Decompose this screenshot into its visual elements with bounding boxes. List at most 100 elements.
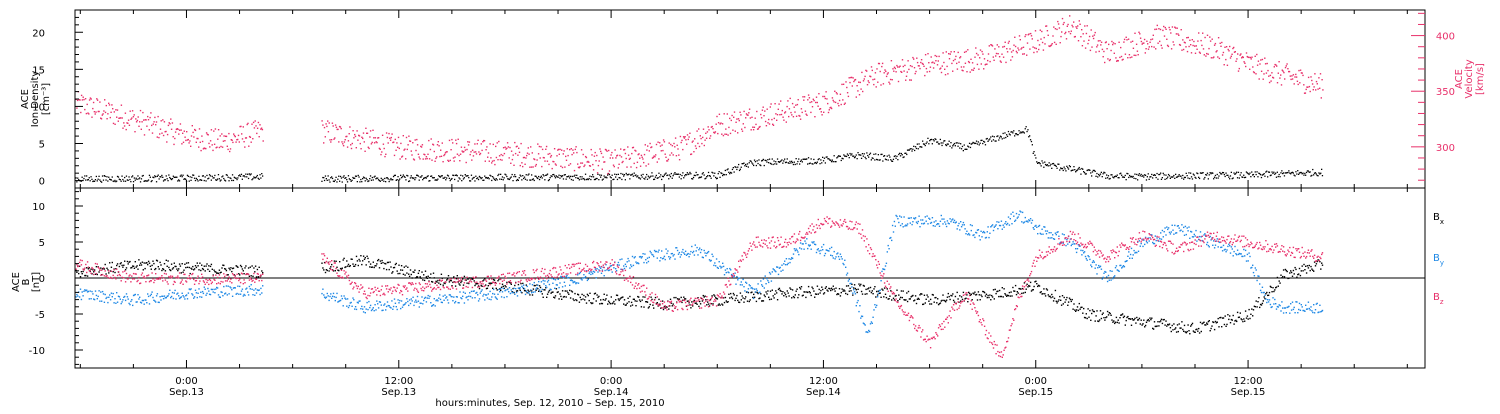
velocity-point: [444, 154, 445, 155]
bx-point: [1024, 282, 1025, 283]
velocity-point: [994, 48, 995, 49]
velocity-point: [600, 151, 601, 152]
velocity-point: [1306, 89, 1307, 90]
density-point: [1227, 175, 1228, 176]
velocity-point: [1089, 36, 1090, 37]
by-point: [699, 248, 700, 249]
bx-point: [765, 296, 766, 297]
bx-point: [1225, 326, 1226, 327]
bx-point: [1087, 308, 1088, 309]
velocity-point: [333, 125, 334, 126]
density-point: [365, 180, 366, 181]
velocity-point: [1187, 51, 1188, 52]
bx-point: [840, 295, 841, 296]
by-point: [86, 290, 87, 291]
velocity-point: [134, 131, 135, 132]
velocity-point: [754, 127, 755, 128]
density-point: [165, 179, 166, 180]
bx-point: [782, 291, 783, 292]
bx-point: [792, 289, 793, 290]
density-point: [128, 180, 129, 181]
velocity-point: [644, 154, 645, 155]
bx-point: [1064, 297, 1065, 298]
by-point: [430, 302, 431, 303]
by-point: [218, 294, 219, 295]
density-point: [865, 158, 866, 159]
density-point: [849, 153, 850, 154]
density-point: [343, 177, 344, 178]
velocity-point: [960, 56, 961, 57]
bx-point: [474, 280, 475, 281]
velocity-point: [941, 72, 942, 73]
velocity-point: [403, 135, 404, 136]
velocity-point: [1267, 70, 1268, 71]
velocity-point: [355, 136, 356, 137]
velocity-point: [223, 135, 224, 136]
density-point: [102, 175, 103, 176]
bx-point: [596, 294, 597, 295]
bx-point: [979, 294, 980, 295]
velocity-point: [454, 160, 455, 161]
density-point: [574, 175, 575, 176]
velocity-point: [91, 117, 92, 118]
bx-point: [1021, 293, 1022, 294]
density-point: [937, 141, 938, 142]
bx-point: [636, 301, 637, 302]
density-point: [407, 175, 408, 176]
velocity-point: [402, 156, 403, 157]
velocity-point: [364, 141, 365, 142]
velocity-point: [685, 139, 686, 140]
density-point: [1279, 174, 1280, 175]
by-point: [635, 261, 636, 262]
by-point: [423, 300, 424, 301]
by-point: [735, 284, 736, 285]
density-point: [654, 179, 655, 180]
density-point: [1301, 172, 1302, 173]
velocity-point: [255, 120, 256, 121]
velocity-point: [947, 73, 948, 74]
density-point: [214, 175, 215, 176]
velocity-point: [1208, 54, 1209, 55]
velocity-point: [902, 59, 903, 60]
velocity-point: [1287, 68, 1288, 69]
by-point: [151, 294, 152, 295]
bx-point: [212, 269, 213, 270]
density-point: [1254, 176, 1255, 177]
bx-point: [182, 272, 183, 273]
density-point: [717, 178, 718, 179]
density-point: [735, 167, 736, 168]
velocity-point: [1010, 59, 1011, 60]
by-point: [487, 297, 488, 298]
velocity-point: [1186, 37, 1187, 38]
density-point: [543, 174, 544, 175]
bx-point: [188, 262, 189, 263]
bx-point: [1042, 293, 1043, 294]
velocity-point: [470, 154, 471, 155]
density-point: [404, 177, 405, 178]
density-point: [135, 180, 136, 181]
bx-point: [1288, 278, 1289, 279]
velocity-point: [633, 147, 634, 148]
bx-point: [604, 294, 605, 295]
bx-point: [428, 276, 429, 277]
density-point: [872, 158, 873, 159]
velocity-point: [1098, 40, 1099, 41]
density-point: [794, 162, 795, 163]
bx-point: [936, 302, 937, 303]
bx-point: [831, 288, 832, 289]
velocity-point: [599, 160, 600, 161]
velocity-point: [209, 146, 210, 147]
velocity-point: [1003, 57, 1004, 58]
bx-point: [1170, 327, 1171, 328]
density-point: [543, 175, 544, 176]
velocity-point: [786, 106, 787, 107]
velocity-point: [338, 141, 339, 142]
density-point: [197, 179, 198, 180]
by-point: [241, 290, 242, 291]
velocity-point: [130, 119, 131, 120]
bx-point: [673, 297, 674, 298]
by-point: [729, 268, 730, 269]
velocity-point: [102, 113, 103, 114]
bx-point: [581, 299, 582, 300]
by-point: [658, 250, 659, 251]
